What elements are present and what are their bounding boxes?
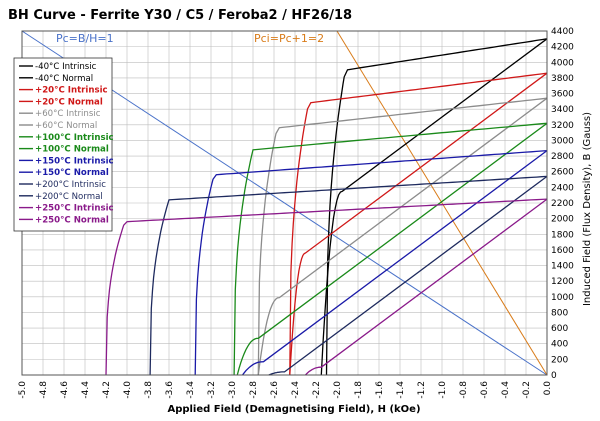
y-tick-label: 1800 [551,230,574,240]
legend-entry: +200°C Normal [35,192,103,202]
legend-entry: +150°C Intrinsic [35,156,114,166]
x-tick-label: -0.8 [459,381,469,399]
series-line--40-c-normal [320,38,548,376]
legend-entry: +60°C Intrinsic [35,109,101,119]
series-line--60-c-normal [257,97,548,376]
y-tick-label: 0 [551,371,557,381]
legend-entry: +20°C Intrinsic [35,86,108,96]
series-lines [105,38,548,376]
x-tick-label: -0.6 [480,381,490,399]
y-tick-label: 2000 [551,215,574,225]
legend-entry: +200°C Intrinsic [35,180,106,190]
y-tick-label: 800 [551,308,568,318]
y-tick-label: 2800 [551,152,574,162]
y-tick-label: 1000 [551,293,574,303]
y-tick-label: 1400 [551,262,574,272]
legend-entry: +60°C Normal [35,121,97,131]
legend-entry: +100°C Normal [35,145,109,155]
x-axis-label: Applied Field (Demagnetising Field), H (… [167,404,420,415]
series-line--150-c-normal [241,150,548,376]
y-axis-label: Induced Field (Flux Density), B (Gauss) [582,112,593,306]
series-line--100-c-normal [236,122,548,376]
series-line--20-c-intrinsic [289,72,548,376]
legend-entry: +250°C Intrinsic [35,204,114,214]
x-axis-ticks: -5.0 -4.8 -4.6 -4.4 -4.2 -4.0 -3.8 -3.6 -3.4 -3.2… [18,381,553,399]
series-line--250-c-normal [305,198,548,376]
series-line--200-c-normal [268,175,548,376]
legend-entry: +100°C Intrinsic [35,133,114,143]
x-tick-label: -4.6 [60,381,70,399]
y-tick-label: 1600 [551,246,574,256]
annotation-pci: Pci=Pc+1=2 [254,32,324,45]
y-tick-label: 200 [551,355,568,365]
y-tick-label: 3600 [551,90,574,100]
y-axis-ticks: 0 200 400 600 800 1000 1200 1400 1600 1800 2000 220… [551,27,574,381]
y-tick-label: 2600 [551,168,574,178]
y-tick-label: 3400 [551,105,574,115]
y-tick-label: 2200 [551,199,574,209]
x-tick-label: -4.8 [39,381,49,399]
x-tick-label: 0.0 [543,381,553,396]
x-tick-label: -4.2 [102,381,112,399]
series-line--40-c-intrinsic [325,38,548,376]
x-tick-label: -0.2 [522,381,532,399]
y-tick-label: 2400 [551,183,574,193]
series-line--200-c-intrinsic [149,175,548,376]
y-tick-label: 3800 [551,74,574,84]
legend-entry: -40°C Normal [35,74,93,84]
x-tick-label: -2.2 [312,381,322,399]
chart-title: BH Curve - Ferrite Y30 / C5 / Feroba2 / … [8,8,352,23]
y-tick-label: 4000 [551,58,574,68]
y-tick-label: 4200 [551,43,574,53]
x-tick-label: -4.0 [123,381,133,399]
legend: -40°C Intrinsic -40°C Normal +20°C Intrins… [13,57,114,232]
series-line--250-c-intrinsic [105,198,548,376]
series-line--20-c-normal [289,72,548,376]
x-tick-label: -1.8 [354,381,364,399]
x-tick-label: -4.4 [81,381,91,399]
legend-entry: +20°C Normal [35,97,103,107]
y-tick-label: 3000 [551,136,574,146]
x-tick-label: -1.6 [375,381,385,399]
legend-items: -40°C Intrinsic -40°C Normal +20°C Intrins… [19,62,114,225]
y-tick-label: 600 [551,324,568,334]
y-tick-label: 1200 [551,277,574,287]
x-tick-label: -3.8 [144,381,154,399]
series-line--60-c-intrinsic [257,97,548,376]
x-tick-label: -3.0 [228,381,238,399]
annotation-pc: Pc=B/H=1 [56,32,114,45]
x-tick-label: -3.4 [186,381,196,399]
x-tick-label: -3.6 [165,381,175,399]
legend-entry: +150°C Normal [35,168,109,178]
x-tick-label: -1.0 [438,381,448,399]
y-tick-label: 4400 [551,27,574,37]
legend-entry: -40°C Intrinsic [35,62,97,72]
x-tick-label: -3.2 [207,381,217,399]
series-line--100-c-intrinsic [233,122,548,376]
x-tick-label: -1.4 [396,381,406,399]
y-tick-label: 400 [551,340,568,350]
x-tick-label: -2.0 [333,381,343,399]
legend-entry: +250°C Normal [35,215,109,225]
reference-line [336,30,548,376]
x-tick-label: -5.0 [18,381,28,399]
y-tick-label: 3200 [551,121,574,131]
x-tick-label: -2.6 [270,381,280,399]
x-tick-label: -2.4 [291,381,301,399]
x-tick-label: -2.8 [249,381,259,399]
legend-box [13,57,113,232]
x-tick-label: -0.4 [501,381,511,399]
series-line--150-c-intrinsic [194,149,548,376]
x-tick-label: -1.2 [417,381,427,399]
